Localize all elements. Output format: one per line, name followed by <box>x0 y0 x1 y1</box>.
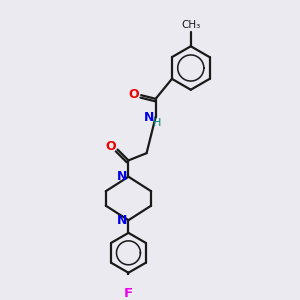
Text: O: O <box>129 88 139 101</box>
Text: N: N <box>117 214 127 227</box>
Text: F: F <box>124 287 133 300</box>
Text: O: O <box>105 140 116 153</box>
Text: CH₃: CH₃ <box>181 20 200 30</box>
Text: H: H <box>153 118 162 128</box>
Text: N: N <box>144 111 154 124</box>
Text: N: N <box>117 170 127 183</box>
